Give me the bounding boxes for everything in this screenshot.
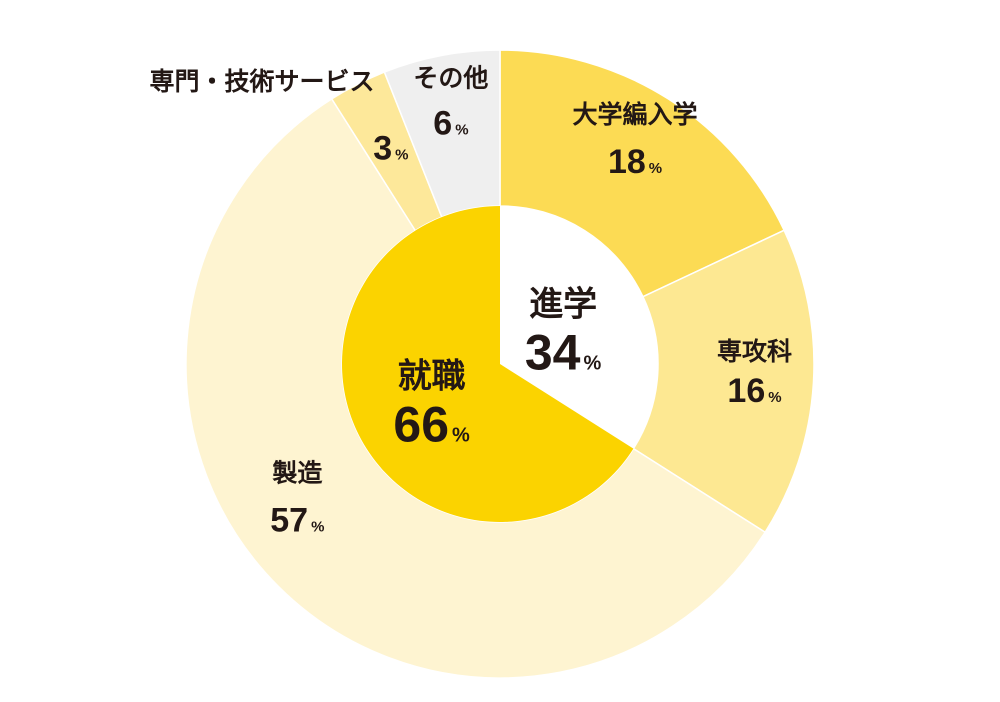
outer-label-0: 大学編入学 [573, 100, 698, 129]
outer-label-1: 専攻科 [717, 337, 792, 366]
outer-label-3: 専門・技術サービス [149, 67, 374, 96]
inner-slice-1 [342, 206, 634, 523]
outer-label-2: 製造 [271, 459, 322, 488]
inner-slice-0 [500, 206, 658, 449]
outer-label-4: その他 [413, 64, 488, 93]
outer-ring [185, 49, 815, 679]
outer-value-0: 18% [608, 143, 662, 181]
inner-ring [342, 206, 658, 523]
inner-label-1: 就職 [398, 357, 466, 397]
inner-label-0: 進学 [529, 284, 597, 324]
